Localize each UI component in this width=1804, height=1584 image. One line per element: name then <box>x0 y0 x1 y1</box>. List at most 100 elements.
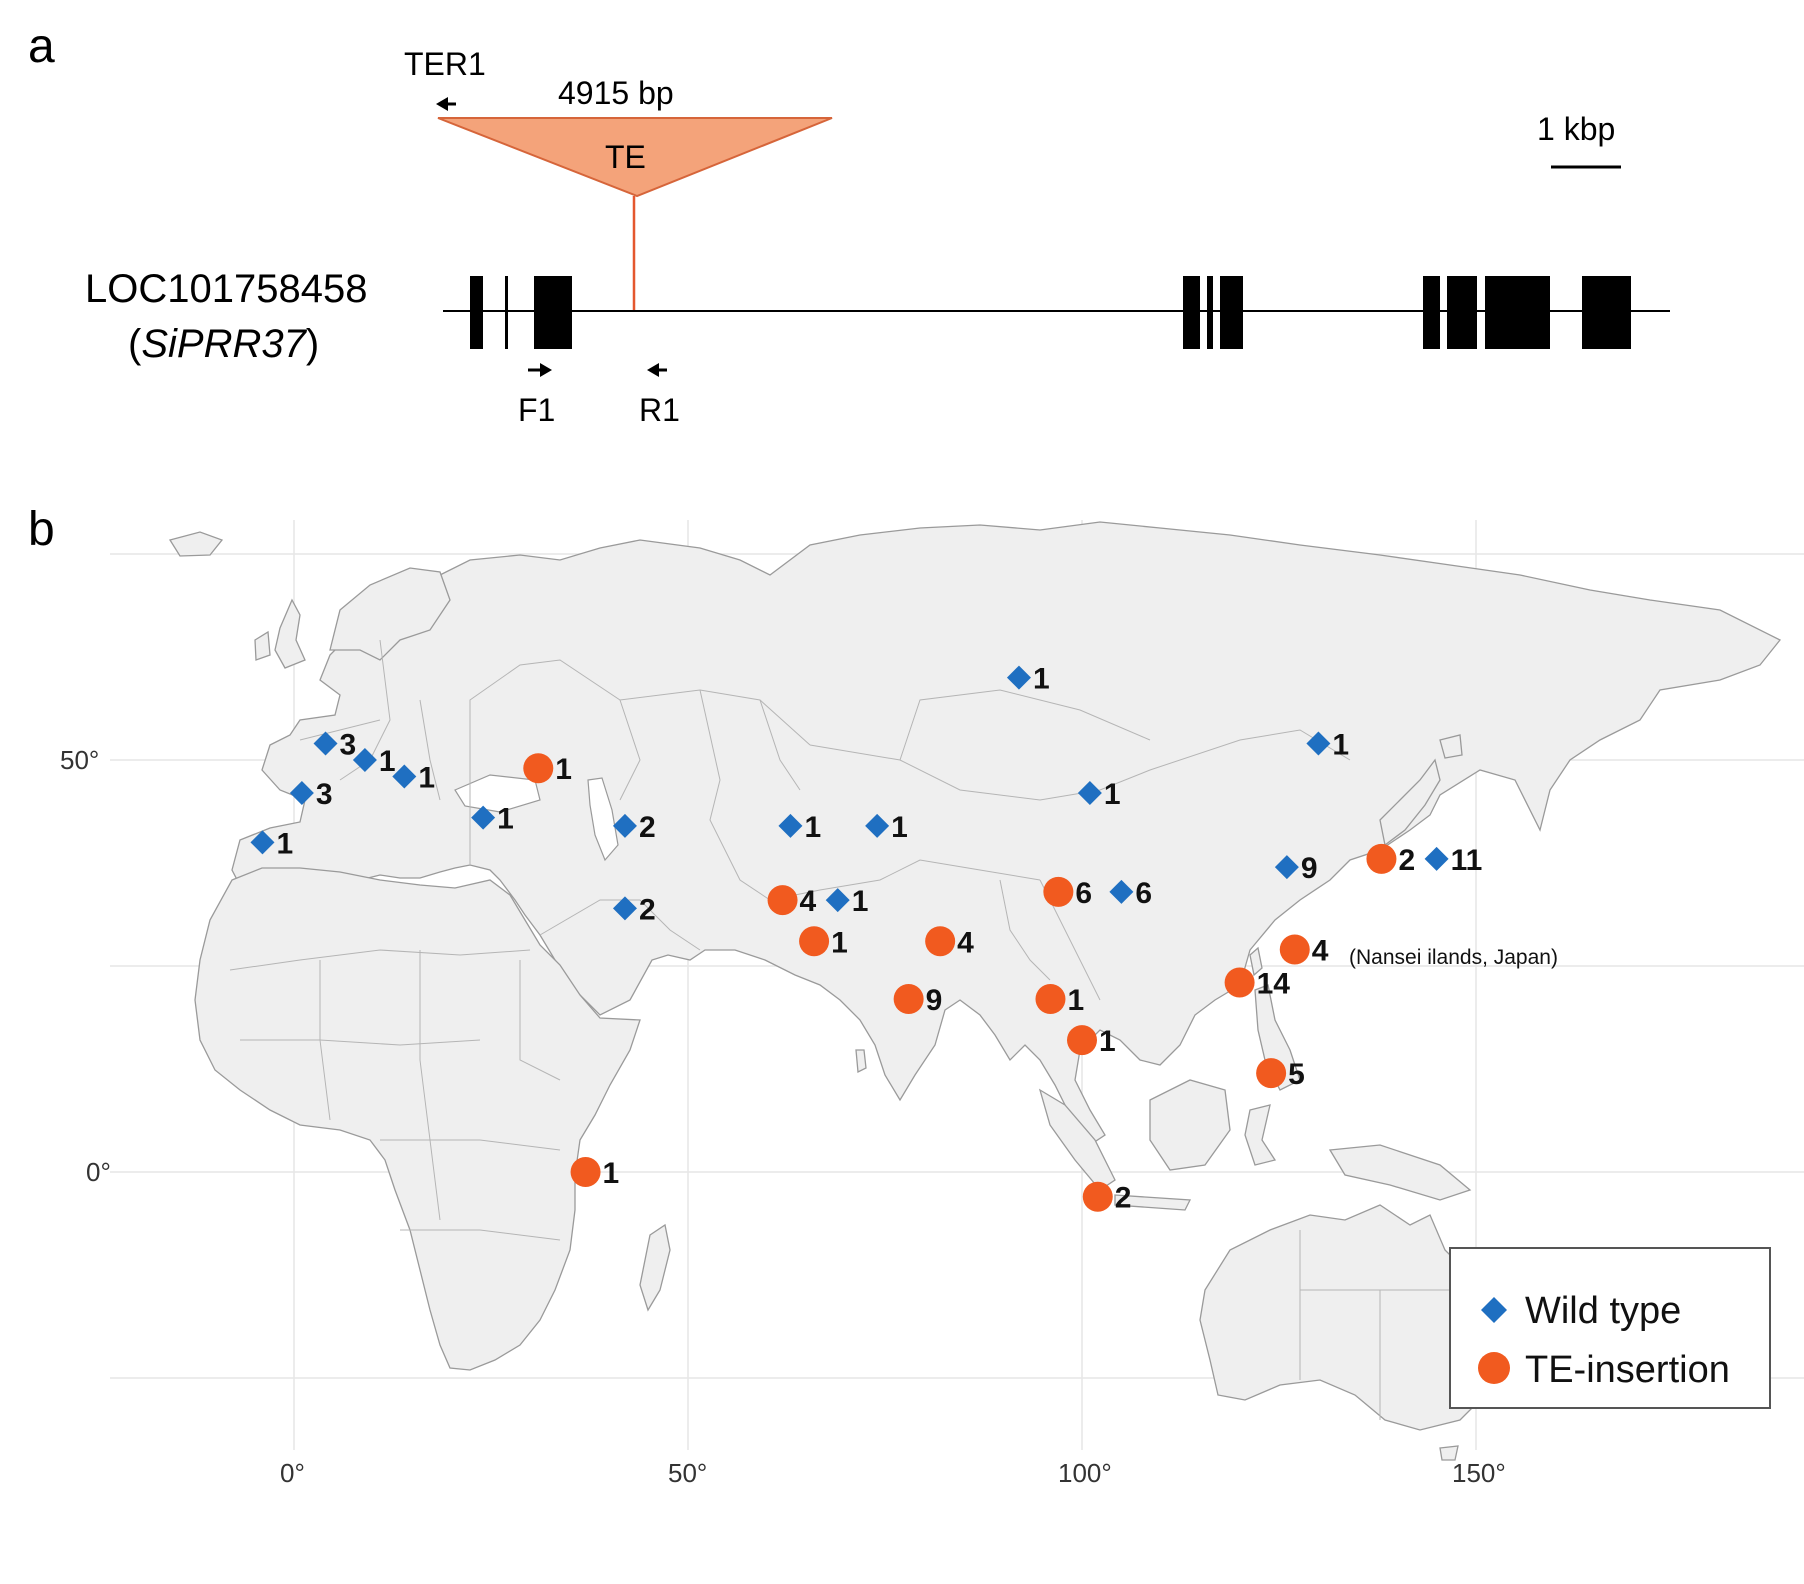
te-insertion-marker <box>1035 983 1066 1014</box>
iceland <box>168 531 224 557</box>
exon <box>534 276 572 349</box>
wild-type-marker <box>1109 879 1134 904</box>
lon-tick-0: 0° <box>280 1458 305 1488</box>
marker-count-label: 11 <box>1451 844 1483 877</box>
primer-r1-arrow <box>647 363 667 377</box>
wild-type-marker <box>352 748 377 772</box>
wild-type-marker <box>825 888 850 913</box>
lon-tick-100: 100° <box>1058 1458 1112 1488</box>
new-guinea <box>1328 1144 1472 1201</box>
gene-model <box>443 276 1670 349</box>
marker-count-label: 1 <box>555 753 572 786</box>
te-insertion-marker <box>799 926 830 957</box>
te-insertion-marker <box>523 753 554 784</box>
marker-count-label: 1 <box>1033 663 1050 696</box>
scale-bar-label: 1 kbp <box>1537 111 1615 147</box>
africa-landmass <box>194 867 641 1371</box>
philippines <box>1254 984 1301 1091</box>
gene-name-label: (SiPRR37) <box>128 322 319 366</box>
lon-tick-150: 150° <box>1452 1458 1506 1488</box>
wild-type-marker <box>612 896 637 921</box>
nansei-islands-note: (Nansei ilands, Japan) <box>1349 946 1558 969</box>
primer-f1-arrow <box>528 363 552 377</box>
taiwan <box>1249 946 1263 977</box>
wild-type-marker <box>471 805 496 830</box>
te-label: TE <box>605 139 646 175</box>
legend: Wild type TE-insertion <box>1449 1247 1771 1409</box>
black-sea <box>454 774 541 813</box>
marker-count-label: 2 <box>1398 844 1415 877</box>
marker-count-label: 1 <box>852 885 869 918</box>
marker-count-label: 1 <box>497 803 514 836</box>
exon <box>1220 276 1243 349</box>
caspian-sea <box>587 777 619 862</box>
primer-r1-label: R1 <box>639 392 680 428</box>
legend-box <box>1449 1247 1771 1409</box>
insert-size-label: 4915 bp <box>558 75 674 111</box>
scandinavia <box>329 567 451 661</box>
te-insertion-marker <box>925 926 956 957</box>
exon <box>1183 276 1200 349</box>
te-insertion-marker <box>1279 934 1310 965</box>
marker-count-label: 1 <box>1104 778 1121 811</box>
te-insertion-marker <box>1224 967 1255 998</box>
primer-f1-label: F1 <box>518 392 555 428</box>
marker-count-label: 5 <box>1288 1058 1305 1091</box>
te-insertion-marker <box>1256 1058 1287 1089</box>
exon <box>1447 276 1477 349</box>
lat-tick-0: 0° <box>86 1157 111 1187</box>
sumatra <box>1038 1088 1116 1191</box>
marker-count-label: 1 <box>418 761 435 794</box>
lat-tick-50: 50° <box>60 745 99 775</box>
sri-lanka <box>855 1049 867 1074</box>
wild-type-marker <box>1274 855 1299 880</box>
marker-count-label: 4 <box>1312 935 1329 968</box>
marker-count-label: 3 <box>340 729 357 762</box>
marker-count-label: 6 <box>1075 877 1092 910</box>
legend-te-insertion-label: TE-insertion <box>1525 1349 1730 1391</box>
exon <box>1582 276 1631 349</box>
java <box>1114 1194 1192 1211</box>
marker-count-label: 4 <box>800 885 817 918</box>
marker-count-label: 1 <box>1332 729 1349 762</box>
legend-wild-type-marker <box>1481 1297 1507 1323</box>
wild-type-marker <box>1306 731 1331 756</box>
great-britain <box>274 598 306 669</box>
te-insertion-marker <box>1366 843 1397 874</box>
wild-type-marker <box>778 813 803 838</box>
exon <box>470 276 483 349</box>
madagascar <box>639 1223 671 1312</box>
te-insertion-marker <box>893 983 924 1014</box>
marker-count-label: 1 <box>603 1157 620 1190</box>
primer-ter1-label: TER1 <box>404 46 486 82</box>
marker-count-label: 1 <box>379 745 396 778</box>
te-insertion-marker <box>767 885 798 916</box>
marker-count-label: 1 <box>276 827 293 860</box>
legend-te-insertion-marker <box>1478 1352 1510 1384</box>
panel-a-letter: a <box>28 20 55 73</box>
wild-type-marker <box>313 731 338 756</box>
legend-wild-type-label: Wild type <box>1525 1290 1681 1332</box>
gene-id-label: LOC101758458 <box>85 267 367 311</box>
wild-type-marker <box>612 813 637 838</box>
marker-count-label: 2 <box>639 811 656 844</box>
marker-count-label: 3 <box>316 778 333 811</box>
wild-type-marker <box>1077 780 1102 805</box>
wild-type-marker <box>392 764 417 789</box>
marker-count-label: 1 <box>891 811 908 844</box>
map-area <box>110 520 1804 1461</box>
marker-count-label: 14 <box>1257 967 1291 1000</box>
marker-count-label: 2 <box>639 893 656 926</box>
te-insertion-marker <box>570 1157 601 1187</box>
panel-b-letter: b <box>28 503 55 556</box>
exon <box>1423 276 1440 349</box>
primer-ter1-arrow <box>436 97 456 111</box>
wild-type-marker <box>865 813 890 838</box>
exon <box>505 276 508 349</box>
japan <box>1379 758 1441 847</box>
hokkaido <box>1439 734 1463 759</box>
marker-count-label: 9 <box>1301 852 1318 885</box>
ireland <box>254 630 271 661</box>
exon <box>1485 276 1550 349</box>
panel-a: a TER1 4915 bp TE 1 kbp LOC101758458 (Si… <box>28 20 1670 428</box>
